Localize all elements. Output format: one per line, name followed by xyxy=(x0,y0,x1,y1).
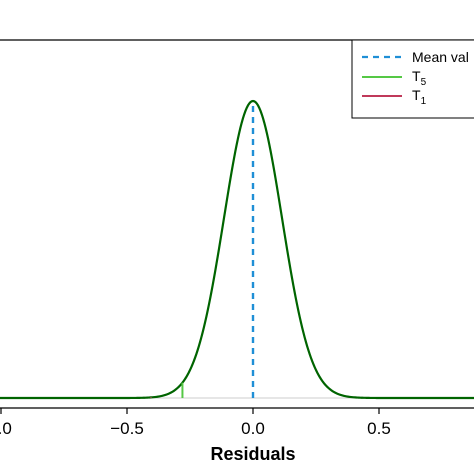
legend-label-t5: T5 xyxy=(412,68,427,88)
x-tick-label-2: −0.5 xyxy=(110,419,144,438)
legend-label-mean: Mean val xyxy=(412,49,469,65)
legend-label-t1-sub: 1 xyxy=(421,96,427,107)
legend-label-t1-main: T xyxy=(412,87,421,103)
x-axis-title: Residuals xyxy=(210,444,295,464)
legend-box xyxy=(351,39,474,119)
legend-label-t1: T1 xyxy=(412,87,427,107)
x-axis-ticks xyxy=(0,408,380,414)
legend-label-t5-sub: 5 xyxy=(421,77,427,88)
legend-label-t5-main: T xyxy=(412,68,421,84)
legend: Mean val T5 T1 xyxy=(351,39,474,119)
x-tick-label-1: 1.0 xyxy=(0,419,12,438)
density-curve xyxy=(0,99,474,400)
x-tick-label-4: 0.5 xyxy=(367,419,391,438)
x-tick-label-3: 0.0 xyxy=(241,419,265,438)
chart-marks xyxy=(0,99,474,400)
